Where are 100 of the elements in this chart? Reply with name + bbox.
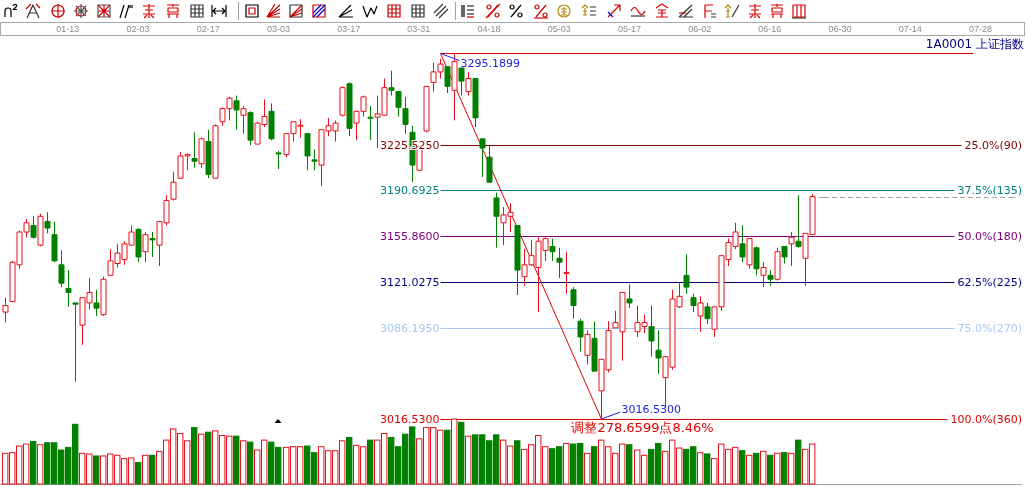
x-tick-label: 06-02 [688,24,712,34]
candlestick [205,129,212,179]
candlestick [191,131,198,169]
annotation: 3295.1899 [460,57,520,70]
candlestick [591,320,598,372]
candlestick [493,192,500,249]
candlestick [563,251,570,295]
candlestick [444,66,451,94]
candlestick [655,329,662,375]
bar [563,442,570,485]
candlestick [65,269,72,308]
ref-line-label: 3121.0275 [380,276,440,289]
candlestick [781,245,788,265]
candlestick [795,194,802,249]
bar [233,435,240,485]
bar [788,452,795,485]
bar [30,440,37,485]
candlestick [93,289,100,317]
bar [37,444,44,485]
candlestick [44,211,51,234]
x-tick-label: 06-30 [828,24,852,34]
bar [142,454,149,485]
candlestick [388,70,395,97]
candlestick [753,245,760,276]
candlestick [690,293,697,313]
candlestick [423,85,430,133]
bar [514,440,521,485]
candlestick [472,77,479,128]
candlestick [577,318,584,352]
candlestick [570,286,577,320]
ref-line-label: 3086.1950 [380,322,440,335]
candlestick [233,95,240,131]
candlestick [72,302,79,383]
candlestick [626,284,633,309]
bar [465,435,472,485]
bar [444,429,451,485]
candlestick [198,137,205,169]
candlestick [402,96,409,135]
bar [746,454,753,485]
ref-line-label: 3016.5300 [380,413,440,426]
candlestick [395,91,402,118]
annotation: 25.0%(90) [964,139,1022,152]
candlestick [451,52,458,121]
bar [198,433,205,485]
annotation: 37.5%(135) [957,184,1022,197]
candlestick [30,215,37,240]
candlestick [268,102,275,141]
candlestick [311,148,318,171]
candlestick [346,81,353,137]
bar [247,441,254,485]
bar [135,462,142,485]
x-tick-label: 03-31 [407,24,431,34]
candlestick [486,144,493,183]
candlestick [135,227,142,263]
x-tick-label: 07-28 [968,24,992,34]
bar [697,452,704,485]
bar [795,439,802,485]
chart-title: 1A0001 上证指数 [925,37,1024,51]
x-tick-label: 02-03 [126,24,150,34]
candlestick [760,261,767,288]
bar [704,453,711,485]
bar [346,436,353,485]
candlestick [275,150,282,170]
candlestick [58,249,65,288]
bar [584,452,591,485]
annotation: 62.5%(225) [957,276,1022,289]
candlestick [465,71,472,97]
candlestick [697,295,704,333]
bar [367,439,374,485]
candlestick [170,171,177,202]
bar [191,427,198,485]
candlestick [683,253,690,295]
candlestick [142,231,149,263]
x-tick-label: 03-17 [337,24,361,34]
bar [781,452,788,485]
x-tick-label: 05-03 [547,24,571,34]
x-tick-label: 05-17 [617,24,641,34]
x-tick-label: 07-14 [898,24,922,34]
x-tick-label: 04-18 [477,24,501,34]
candlestick [51,221,58,263]
candlestick [788,231,795,267]
candlestick [240,105,247,135]
bar [760,450,767,485]
bar [753,452,760,485]
bar [458,421,465,485]
bar [767,454,774,485]
annotation: 50.0%(180) [957,230,1022,243]
candlestick [767,269,774,287]
bar [591,446,598,485]
candlestick [648,305,655,358]
bar [626,444,633,485]
annotation: 75.0%(270) [957,322,1022,335]
x-tick-label: 02-17 [196,24,220,34]
candlestick [584,329,591,366]
annotation: 3016.5300 [621,402,681,416]
candlestick [479,138,486,178]
candlestick [2,297,9,324]
annotation: 100.0%(360) [950,413,1022,426]
candlestick [704,302,711,325]
candlestick [739,224,746,263]
